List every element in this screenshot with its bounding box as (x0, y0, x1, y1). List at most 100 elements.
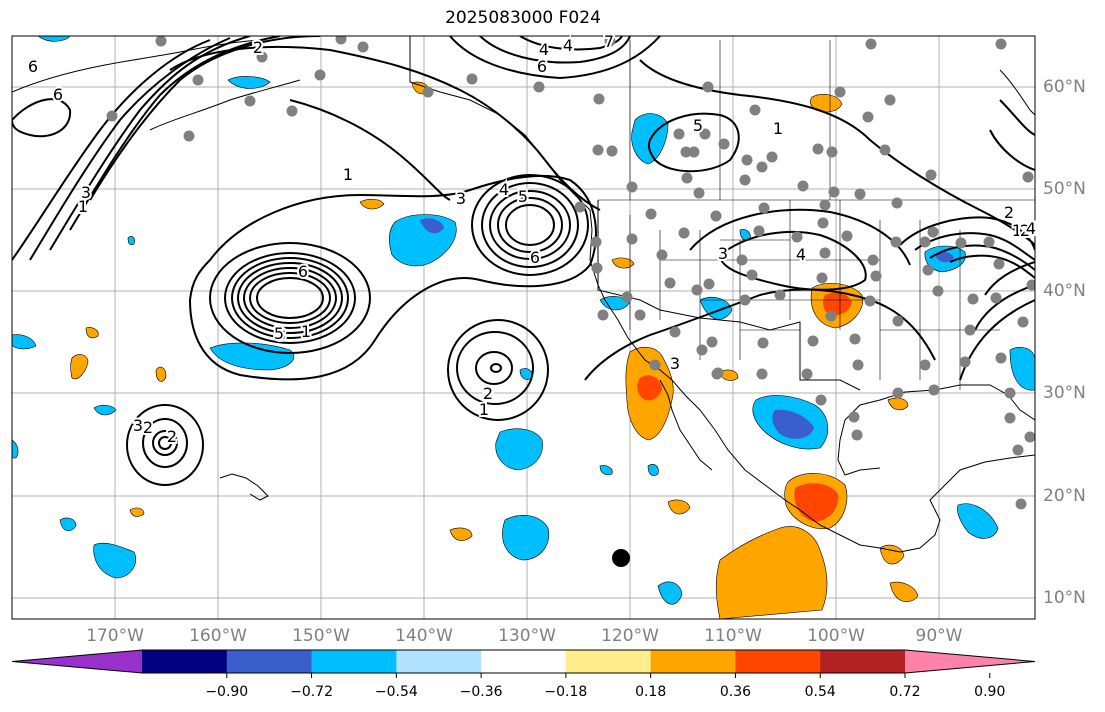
contour-label: 4 (563, 36, 573, 55)
contour-label: 1 (343, 165, 353, 184)
station-dot (746, 269, 758, 281)
station-dot (335, 36, 347, 45)
positive-anomaly (85, 327, 99, 339)
colorbar-segment (650, 650, 736, 673)
contour-label: 1 (479, 400, 489, 419)
station-dot (797, 180, 809, 192)
station-dot (851, 429, 863, 441)
contour-label: 2 (253, 38, 263, 57)
contour-label: 6 (298, 262, 308, 281)
station-dot (864, 295, 876, 307)
station-dot (673, 128, 685, 140)
station-dot (990, 292, 1002, 304)
contour-label: 1 (773, 119, 783, 138)
contour-label: 4 (1026, 219, 1036, 238)
station-dot (533, 81, 545, 93)
negative-anomaly (93, 542, 136, 579)
contour-label: 6 (28, 57, 38, 76)
station-dot (741, 154, 753, 166)
contour-label: 5 (518, 187, 528, 206)
contour-label: 3 (276, 325, 286, 344)
colorbar-segment (481, 650, 567, 673)
contour-label: 3 (81, 183, 91, 202)
contour-label: 1 (1012, 221, 1022, 240)
positive-anomaly-core (637, 375, 662, 401)
station-dot (664, 277, 676, 289)
negative-anomaly (127, 236, 135, 246)
longitude-label: 130°W (498, 626, 556, 646)
colorbar-segment (565, 650, 652, 673)
negative-anomaly (227, 76, 271, 89)
station-dot (848, 411, 860, 423)
latitude-label: 60°N (1043, 77, 1086, 97)
station-dot (597, 309, 609, 321)
station-dot (774, 289, 786, 301)
latitude-label: 40°N (1043, 281, 1086, 301)
contour-label: 2 (167, 427, 177, 446)
contour-label: 6 (530, 248, 540, 267)
positive-anomaly (879, 544, 905, 565)
contour-label: 6 (537, 57, 547, 76)
station-dot (964, 324, 976, 336)
positive-anomaly (359, 198, 385, 210)
station-dot (422, 86, 434, 98)
station-dot (710, 210, 722, 222)
station-dot (834, 86, 846, 98)
longitude-label: 90°W (915, 626, 963, 646)
station-dot (995, 352, 1007, 364)
station-dot (983, 236, 995, 248)
negative-anomaly-core (420, 218, 444, 234)
contour-label: 4 (539, 40, 549, 59)
shaded-anomalies (12, 36, 1035, 619)
station-dot (890, 236, 902, 248)
contour-label: 3 (276, 325, 286, 344)
colorbar-tick-label: 0.90 (974, 684, 1006, 700)
colorbar-extend-high (905, 650, 1035, 673)
contour-label: 2 (253, 38, 263, 57)
negative-anomaly (93, 404, 117, 416)
contour-label: 2 (143, 418, 153, 437)
map-title: 2025083000 F024 (445, 8, 601, 28)
colorbar-segment (142, 650, 228, 673)
longitude-label: 150°W (292, 626, 350, 646)
longitude-label: 160°W (189, 626, 247, 646)
contour-label: 6 (530, 248, 540, 267)
positive-anomaly (449, 527, 473, 541)
contour-label: 4 (796, 245, 806, 264)
contour-label: 3 (718, 244, 728, 263)
station-dot (1017, 316, 1029, 328)
negative-anomaly (59, 517, 77, 532)
station-dot (1022, 171, 1034, 183)
latitude-label: 10°N (1043, 588, 1086, 608)
colorbar-tick-label: −0.72 (290, 684, 333, 700)
station-dot (590, 236, 602, 248)
contour-label: 1 (78, 197, 88, 216)
station-dot (879, 144, 891, 156)
station-dot (849, 333, 861, 345)
station-dot (819, 199, 831, 211)
colorbar-segment (311, 650, 397, 673)
station-dot (967, 293, 979, 305)
contour-label: 4 (796, 245, 806, 264)
contour-label: 1 (479, 400, 489, 419)
station-dot (626, 233, 638, 245)
positive-anomaly (719, 369, 739, 381)
positive-anomaly (70, 354, 89, 380)
contour-label: 2 (483, 384, 493, 403)
negative-anomaly (12, 334, 37, 350)
station-dot (757, 337, 769, 349)
station-dot (756, 161, 768, 173)
contour-label: 3 (133, 416, 143, 435)
colorbar-tick-label: −0.36 (459, 684, 503, 700)
colorbar-tick-label: −0.18 (544, 684, 588, 700)
latitude-label: 50°N (1043, 179, 1086, 199)
station-dot (826, 146, 838, 158)
station-dot (817, 217, 829, 229)
colorbar-segment (226, 650, 313, 673)
station-dot (702, 81, 714, 93)
positive-anomaly (887, 397, 909, 411)
longitude-label: 120°W (601, 626, 659, 646)
station-dot (592, 144, 604, 156)
station-dot (927, 226, 939, 238)
station-dot (183, 130, 195, 142)
